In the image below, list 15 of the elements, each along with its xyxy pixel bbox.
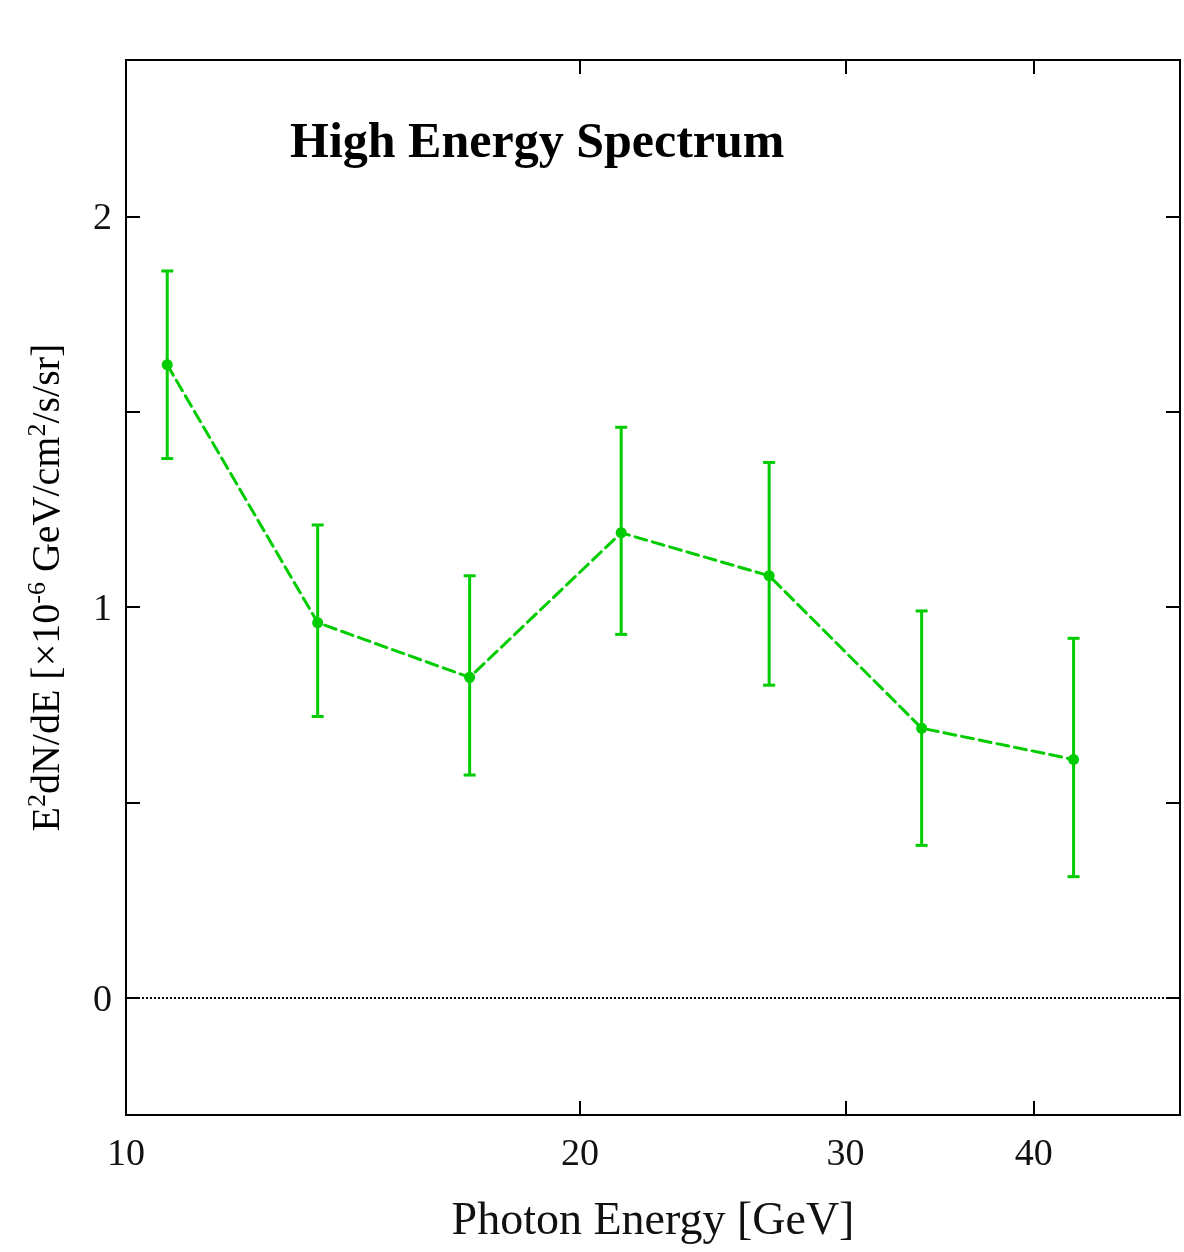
- x-tick-label: 10: [107, 1131, 145, 1173]
- point: [161, 359, 173, 371]
- y-tick-label: 2: [93, 195, 112, 238]
- point: [916, 722, 928, 734]
- point: [615, 527, 627, 539]
- point: [464, 671, 476, 683]
- point: [312, 617, 324, 629]
- x-axis-title: Photon Energy [GeV]: [451, 1192, 855, 1244]
- text: High Energy Spectrum: [290, 112, 785, 168]
- y-tick-label: 0: [93, 976, 112, 1019]
- point: [1068, 753, 1080, 765]
- x-tick-label: 30: [826, 1131, 865, 1173]
- y-tick-label: 1: [93, 586, 112, 629]
- x-tick-label: 40: [1014, 1131, 1053, 1173]
- x-tick-label: 20: [560, 1131, 599, 1173]
